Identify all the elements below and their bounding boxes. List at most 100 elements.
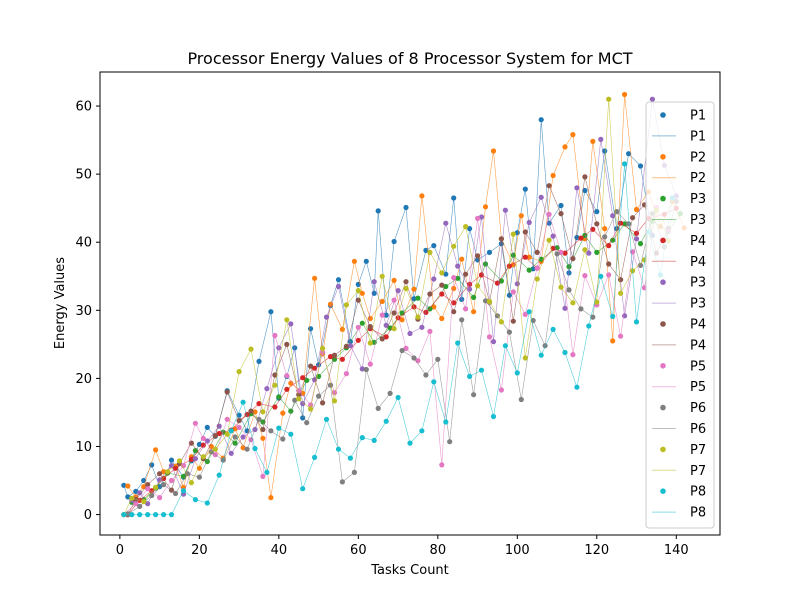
series-5-point	[574, 185, 580, 191]
series-8-point	[411, 355, 417, 361]
series-8-point	[506, 329, 512, 335]
y-tick-label: 30	[75, 304, 92, 319]
series-9-point	[248, 346, 254, 352]
series-2-point	[359, 290, 365, 296]
series-7-point	[157, 495, 163, 501]
series-6-point	[510, 318, 516, 324]
legend-marker	[660, 195, 666, 202]
series-10-point	[264, 469, 270, 475]
series-10-point	[574, 384, 580, 390]
series-9-point	[331, 398, 338, 404]
series-6-point	[355, 297, 361, 303]
series-4-point	[633, 230, 640, 236]
series-2-point	[570, 132, 576, 138]
legend-label: P8	[690, 506, 706, 521]
series-1-point	[582, 187, 588, 194]
legend-marker	[660, 321, 666, 327]
series-4-point	[383, 334, 389, 340]
series-5-point	[598, 136, 604, 142]
series-10-point	[550, 326, 556, 332]
legend-label: P1	[690, 109, 706, 124]
series-9-point	[522, 355, 528, 361]
series-2-point	[562, 144, 568, 150]
series-9-point	[272, 382, 278, 388]
series-10-point	[192, 497, 198, 503]
series-8-point	[292, 397, 298, 403]
series-8-point	[602, 234, 608, 240]
series-7-point	[367, 361, 373, 367]
legend-label: P3	[690, 297, 706, 312]
series-9-point	[546, 237, 552, 243]
series-9-point	[141, 499, 147, 505]
series-8-point	[268, 428, 274, 434]
x-tick-label: 40	[271, 543, 288, 558]
series-6-point	[145, 482, 151, 488]
series-9-point	[188, 480, 194, 486]
series-1-point	[411, 296, 417, 302]
series-2-point	[490, 148, 497, 154]
series-9-point	[570, 300, 576, 306]
series-4-point	[256, 401, 262, 407]
series-10-point	[129, 511, 135, 518]
series-5-point	[419, 324, 425, 330]
series-4-point	[506, 263, 512, 269]
series-10-point	[204, 500, 210, 506]
series-9-point	[260, 409, 266, 415]
series-1-point	[486, 249, 493, 255]
series-10-point	[276, 425, 282, 431]
series-5-point	[192, 456, 198, 462]
series-1-point	[451, 195, 457, 201]
series-10-point	[383, 418, 389, 424]
series-2-point	[550, 172, 556, 179]
series-6-point	[594, 221, 600, 227]
series-7-point	[284, 373, 290, 379]
series-8-point	[637, 262, 644, 268]
chart-title: Processor Energy Values of 8 Processor S…	[187, 49, 632, 68]
series-layer	[121, 91, 687, 518]
series-9-point	[486, 298, 493, 305]
series-6-point	[212, 433, 218, 439]
series-5-point	[407, 330, 413, 337]
legend-marker	[660, 488, 666, 495]
series-9-point	[320, 345, 326, 351]
series-6	[125, 174, 671, 518]
series-8-point	[363, 366, 369, 373]
series-10-point	[180, 488, 187, 494]
series-6-point	[260, 426, 266, 433]
series-9-point	[200, 454, 206, 460]
series-8-point	[375, 405, 381, 411]
series-5-point	[264, 386, 270, 392]
series-3-point	[387, 325, 393, 331]
series-1-point	[157, 484, 163, 490]
legend-label: P3	[690, 213, 706, 228]
legend-label: P1	[690, 129, 706, 144]
x-tick-label: 100	[505, 543, 530, 558]
series-1-point	[121, 482, 127, 488]
series-4-point	[355, 337, 361, 343]
series-2-point	[526, 254, 532, 260]
series-4-point	[200, 442, 206, 448]
series-6-point	[296, 392, 302, 398]
series-8-point	[447, 439, 453, 445]
series-7-point	[272, 332, 278, 339]
series-10-point	[371, 437, 377, 443]
series-9-point	[558, 284, 564, 290]
legend-marker	[660, 404, 666, 411]
series-2-point	[153, 447, 159, 453]
series-6-point	[427, 291, 433, 297]
series-3-point	[610, 237, 616, 243]
series-4-point	[149, 488, 155, 494]
series-9-point	[391, 326, 397, 332]
series-5-point	[323, 314, 330, 320]
series-4-point	[327, 354, 334, 360]
series-8-point	[459, 317, 465, 323]
series-1-point	[467, 226, 473, 232]
series-1-point	[626, 151, 632, 157]
legend-label: P5	[690, 359, 706, 374]
series-10-point	[586, 323, 592, 329]
series-7-point	[355, 324, 361, 330]
series-2-point	[459, 256, 465, 262]
series-5-point	[168, 463, 175, 469]
series-8-point	[435, 356, 441, 362]
series-10-point	[467, 373, 473, 379]
